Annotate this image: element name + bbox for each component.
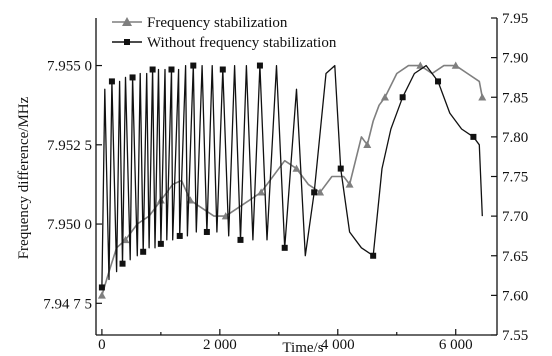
data-point-triangle	[292, 164, 301, 172]
data-point-square	[140, 248, 147, 255]
y-tick-label-left: 7.952 5	[47, 138, 92, 154]
data-point-square	[176, 232, 183, 239]
data-point-square	[219, 66, 226, 73]
legend-item: Frequency stabilization	[112, 15, 288, 31]
y-tick-label-right: 7.70	[502, 209, 528, 225]
axes-layer: 0 2 000 4 000 6 000 7.94 7 5 7.950 0 7.952 5 7.…	[43, 11, 528, 353]
data-point-square	[435, 78, 442, 85]
legend-label: Frequency stabilization	[147, 15, 288, 31]
data-point-square	[119, 260, 126, 267]
data-point-square	[108, 78, 115, 85]
y-tick-label-right: 7.80	[502, 130, 528, 146]
x-axis-title: Time/s	[282, 340, 323, 356]
data-point-square	[370, 252, 377, 259]
legend: Frequency stabilization Without frequency…	[112, 15, 337, 51]
data-point-triangle	[345, 180, 354, 188]
data-point-triangle	[316, 188, 325, 196]
data-point-square	[129, 74, 136, 81]
data-point-square	[256, 62, 263, 69]
x-tick-label: 6 000	[439, 337, 473, 353]
data-point-square	[168, 66, 175, 73]
y-tick-label-right: 7.65	[502, 249, 528, 265]
y-tick-label-left: 7.950 0	[47, 217, 92, 233]
y-tick-label-left: 7.955 0	[47, 59, 92, 75]
y-tick-label-right: 7.75	[502, 170, 528, 186]
data-point-square	[190, 62, 197, 69]
data-point-square	[470, 133, 477, 140]
series-without-frequency-stabilization	[98, 62, 483, 291]
data-point-square	[157, 240, 164, 247]
y-tick-label-right: 7.60	[502, 288, 528, 304]
legend-item: Without frequency stabilization	[112, 35, 337, 51]
data-point-triangle	[451, 61, 460, 69]
legend-marker-triangle	[122, 17, 132, 26]
data-point-triangle	[416, 61, 425, 69]
data-point-square	[337, 165, 344, 172]
data-point-triangle	[478, 93, 487, 101]
y-tick-label-left: 7.94 7 5	[43, 296, 92, 312]
data-point-triangle	[363, 140, 372, 148]
y-tick-label-right: 7.55	[502, 328, 528, 344]
y-tick-label-right: 7.95	[502, 11, 528, 27]
y-tick-label-right: 7.85	[502, 90, 528, 106]
data-point-square	[149, 66, 156, 73]
y-axis-title: Frequency difference/MHz	[16, 96, 32, 259]
x-tick-label: 2 000	[203, 337, 237, 353]
data-point-triangle	[380, 93, 389, 101]
data-point-square	[281, 244, 288, 251]
legend-marker-square	[124, 39, 130, 45]
data-point-triangle	[97, 291, 106, 299]
data-point-triangle	[257, 188, 266, 196]
data-point-square	[237, 236, 244, 243]
y-tick-label-right: 7.90	[502, 51, 528, 67]
data-point-square	[399, 94, 406, 101]
data-point-square	[203, 228, 210, 235]
x-tick-label: 0	[98, 337, 106, 353]
x-tick-label: 4 000	[321, 337, 355, 353]
series-line	[101, 64, 483, 288]
data-point-square	[98, 284, 105, 291]
series-layer	[97, 61, 487, 299]
legend-label: Without frequency stabilization	[147, 35, 337, 51]
data-point-square	[311, 189, 318, 196]
